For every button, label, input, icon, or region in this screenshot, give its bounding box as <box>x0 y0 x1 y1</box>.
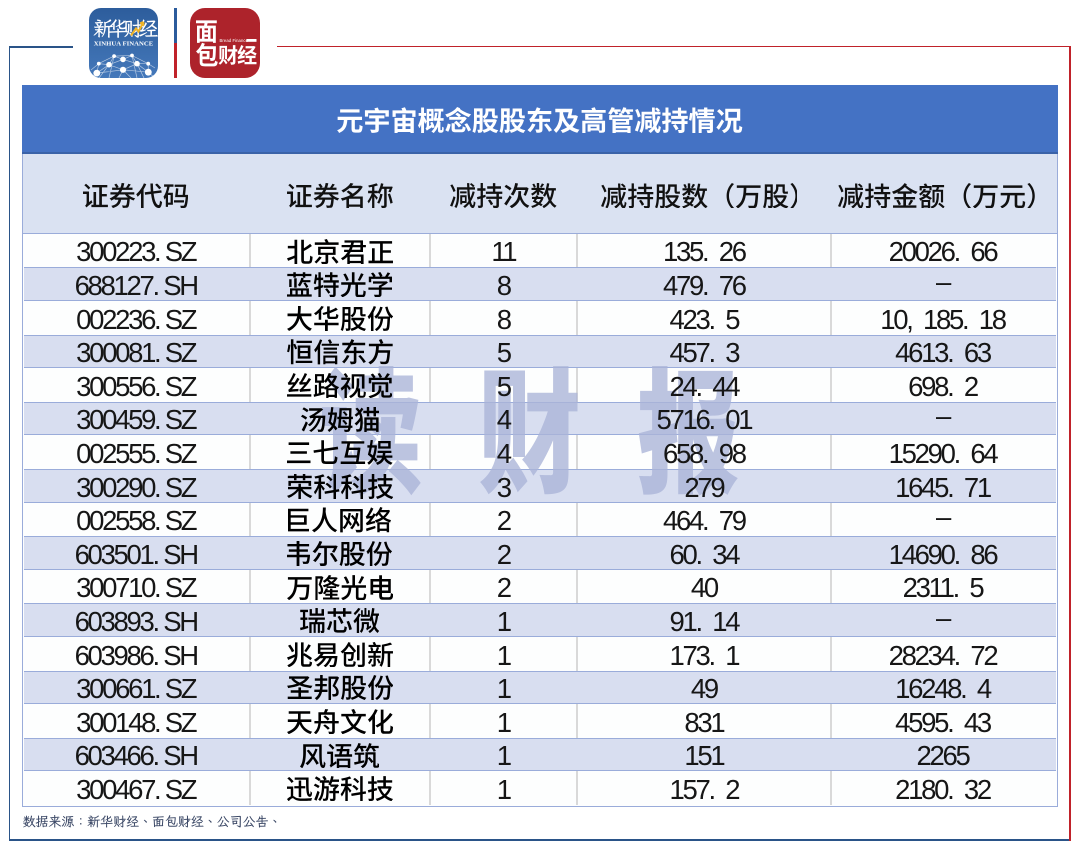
svg-text:Bread Finance: Bread Finance <box>220 38 249 43</box>
svg-text:XINHUA FINANCE: XINHUA FINANCE <box>94 41 154 48</box>
